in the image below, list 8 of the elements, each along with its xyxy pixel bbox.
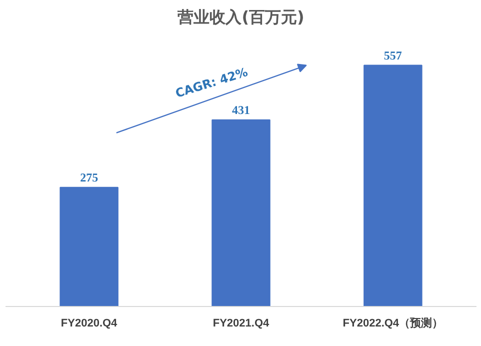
data-label: 275: [80, 170, 98, 184]
data-label: 431: [232, 102, 250, 117]
data-label: 557: [384, 48, 402, 62]
x-tick-label: FY2022.Q4（预测）: [342, 316, 444, 330]
x-tick-label: FY2021.Q4: [212, 318, 270, 330]
x-tick-label: FY2020.Q4: [60, 318, 118, 330]
chart-title: 营业收入(百万元): [176, 8, 304, 26]
annotation: CAGR: 42%: [174, 64, 250, 100]
